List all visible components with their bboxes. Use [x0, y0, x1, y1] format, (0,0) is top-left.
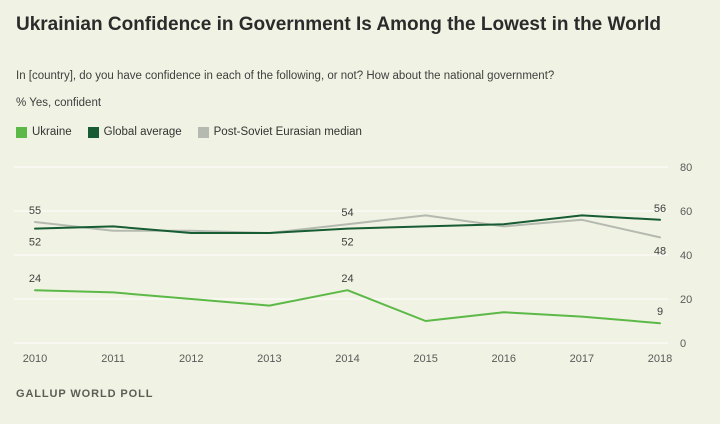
x-tick-label: 2015 [413, 353, 437, 365]
point-label-ukraine-2014: 24 [341, 273, 353, 285]
survey-question: In [country], do you have confidence in … [16, 70, 555, 82]
legend: Ukraine Global average Post-Soviet Eurasia… [16, 126, 362, 138]
legend-item-ukraine: Ukraine [16, 126, 72, 138]
point-label-post-soviet-eurasian-median-2018: 48 [654, 245, 666, 257]
series-line-post-soviet-eurasian-median [34, 214, 661, 239]
point-label-post-soviet-eurasian-median-2014: 54 [341, 207, 353, 219]
metric-note: % Yes, confident [16, 97, 102, 109]
legend-swatch [197, 126, 209, 138]
source-attribution: GALLUP WORLD POLL [16, 388, 154, 400]
point-label-global-average-2018: 56 [654, 203, 666, 215]
legend-item-post-soviet-eurasian-median: Post-Soviet Eurasian median [197, 126, 362, 138]
point-label-global-average-2014: 52 [341, 237, 353, 249]
legend-swatch [16, 126, 27, 138]
point-label-ukraine-2010: 24 [29, 273, 41, 285]
legend-label: Global average [103, 126, 182, 138]
legend-item-global-average: Global average [87, 126, 182, 138]
legend-label: Post-Soviet Eurasian median [213, 126, 362, 138]
x-tick-label: 2014 [335, 353, 359, 365]
x-tick-label: 2011 [101, 353, 125, 365]
page-title: Ukrainian Confidence in Government Is Am… [16, 14, 662, 35]
y-tick-label: 40 [680, 250, 692, 262]
x-tick-label: 2012 [179, 353, 203, 365]
series-line-ukraine [34, 289, 661, 325]
point-label-post-soviet-eurasian-median-2010: 55 [29, 205, 41, 217]
series-line-global-average [34, 214, 661, 234]
y-tick-label: 80 [680, 162, 692, 174]
line-chart: 0 20 40 60 80 2010 2011 2012 2013 2014 2015 2016 201… [14, 162, 692, 365]
x-tick-label: 2017 [570, 353, 594, 365]
legend-swatch [87, 126, 99, 138]
x-tick-label: 2010 [23, 353, 47, 365]
point-label-ukraine-2018: 9 [657, 306, 663, 318]
x-tick-label: 2018 [648, 353, 672, 365]
x-tick-label: 2016 [492, 353, 516, 365]
x-tick-label: 2013 [257, 353, 281, 365]
legend-label: Ukraine [32, 126, 72, 138]
y-tick-label: 0 [680, 338, 686, 350]
point-label-global-average-2010: 52 [29, 237, 41, 249]
y-tick-label: 60 [680, 206, 692, 218]
y-tick-label: 20 [680, 294, 692, 306]
